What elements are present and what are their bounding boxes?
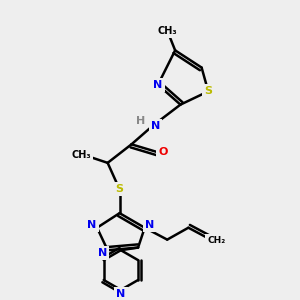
Text: S: S xyxy=(204,86,212,96)
Text: N: N xyxy=(98,248,107,258)
Text: N: N xyxy=(87,220,96,230)
Text: CH₃: CH₃ xyxy=(71,150,91,160)
Text: N: N xyxy=(146,220,154,230)
Text: S: S xyxy=(116,184,124,194)
Text: CH₂: CH₂ xyxy=(207,236,225,245)
Text: N: N xyxy=(116,289,125,299)
Text: N: N xyxy=(153,80,163,90)
Text: N: N xyxy=(151,121,160,131)
Text: O: O xyxy=(158,147,168,157)
Text: CH₃: CH₃ xyxy=(158,26,177,35)
Text: H: H xyxy=(136,116,146,125)
